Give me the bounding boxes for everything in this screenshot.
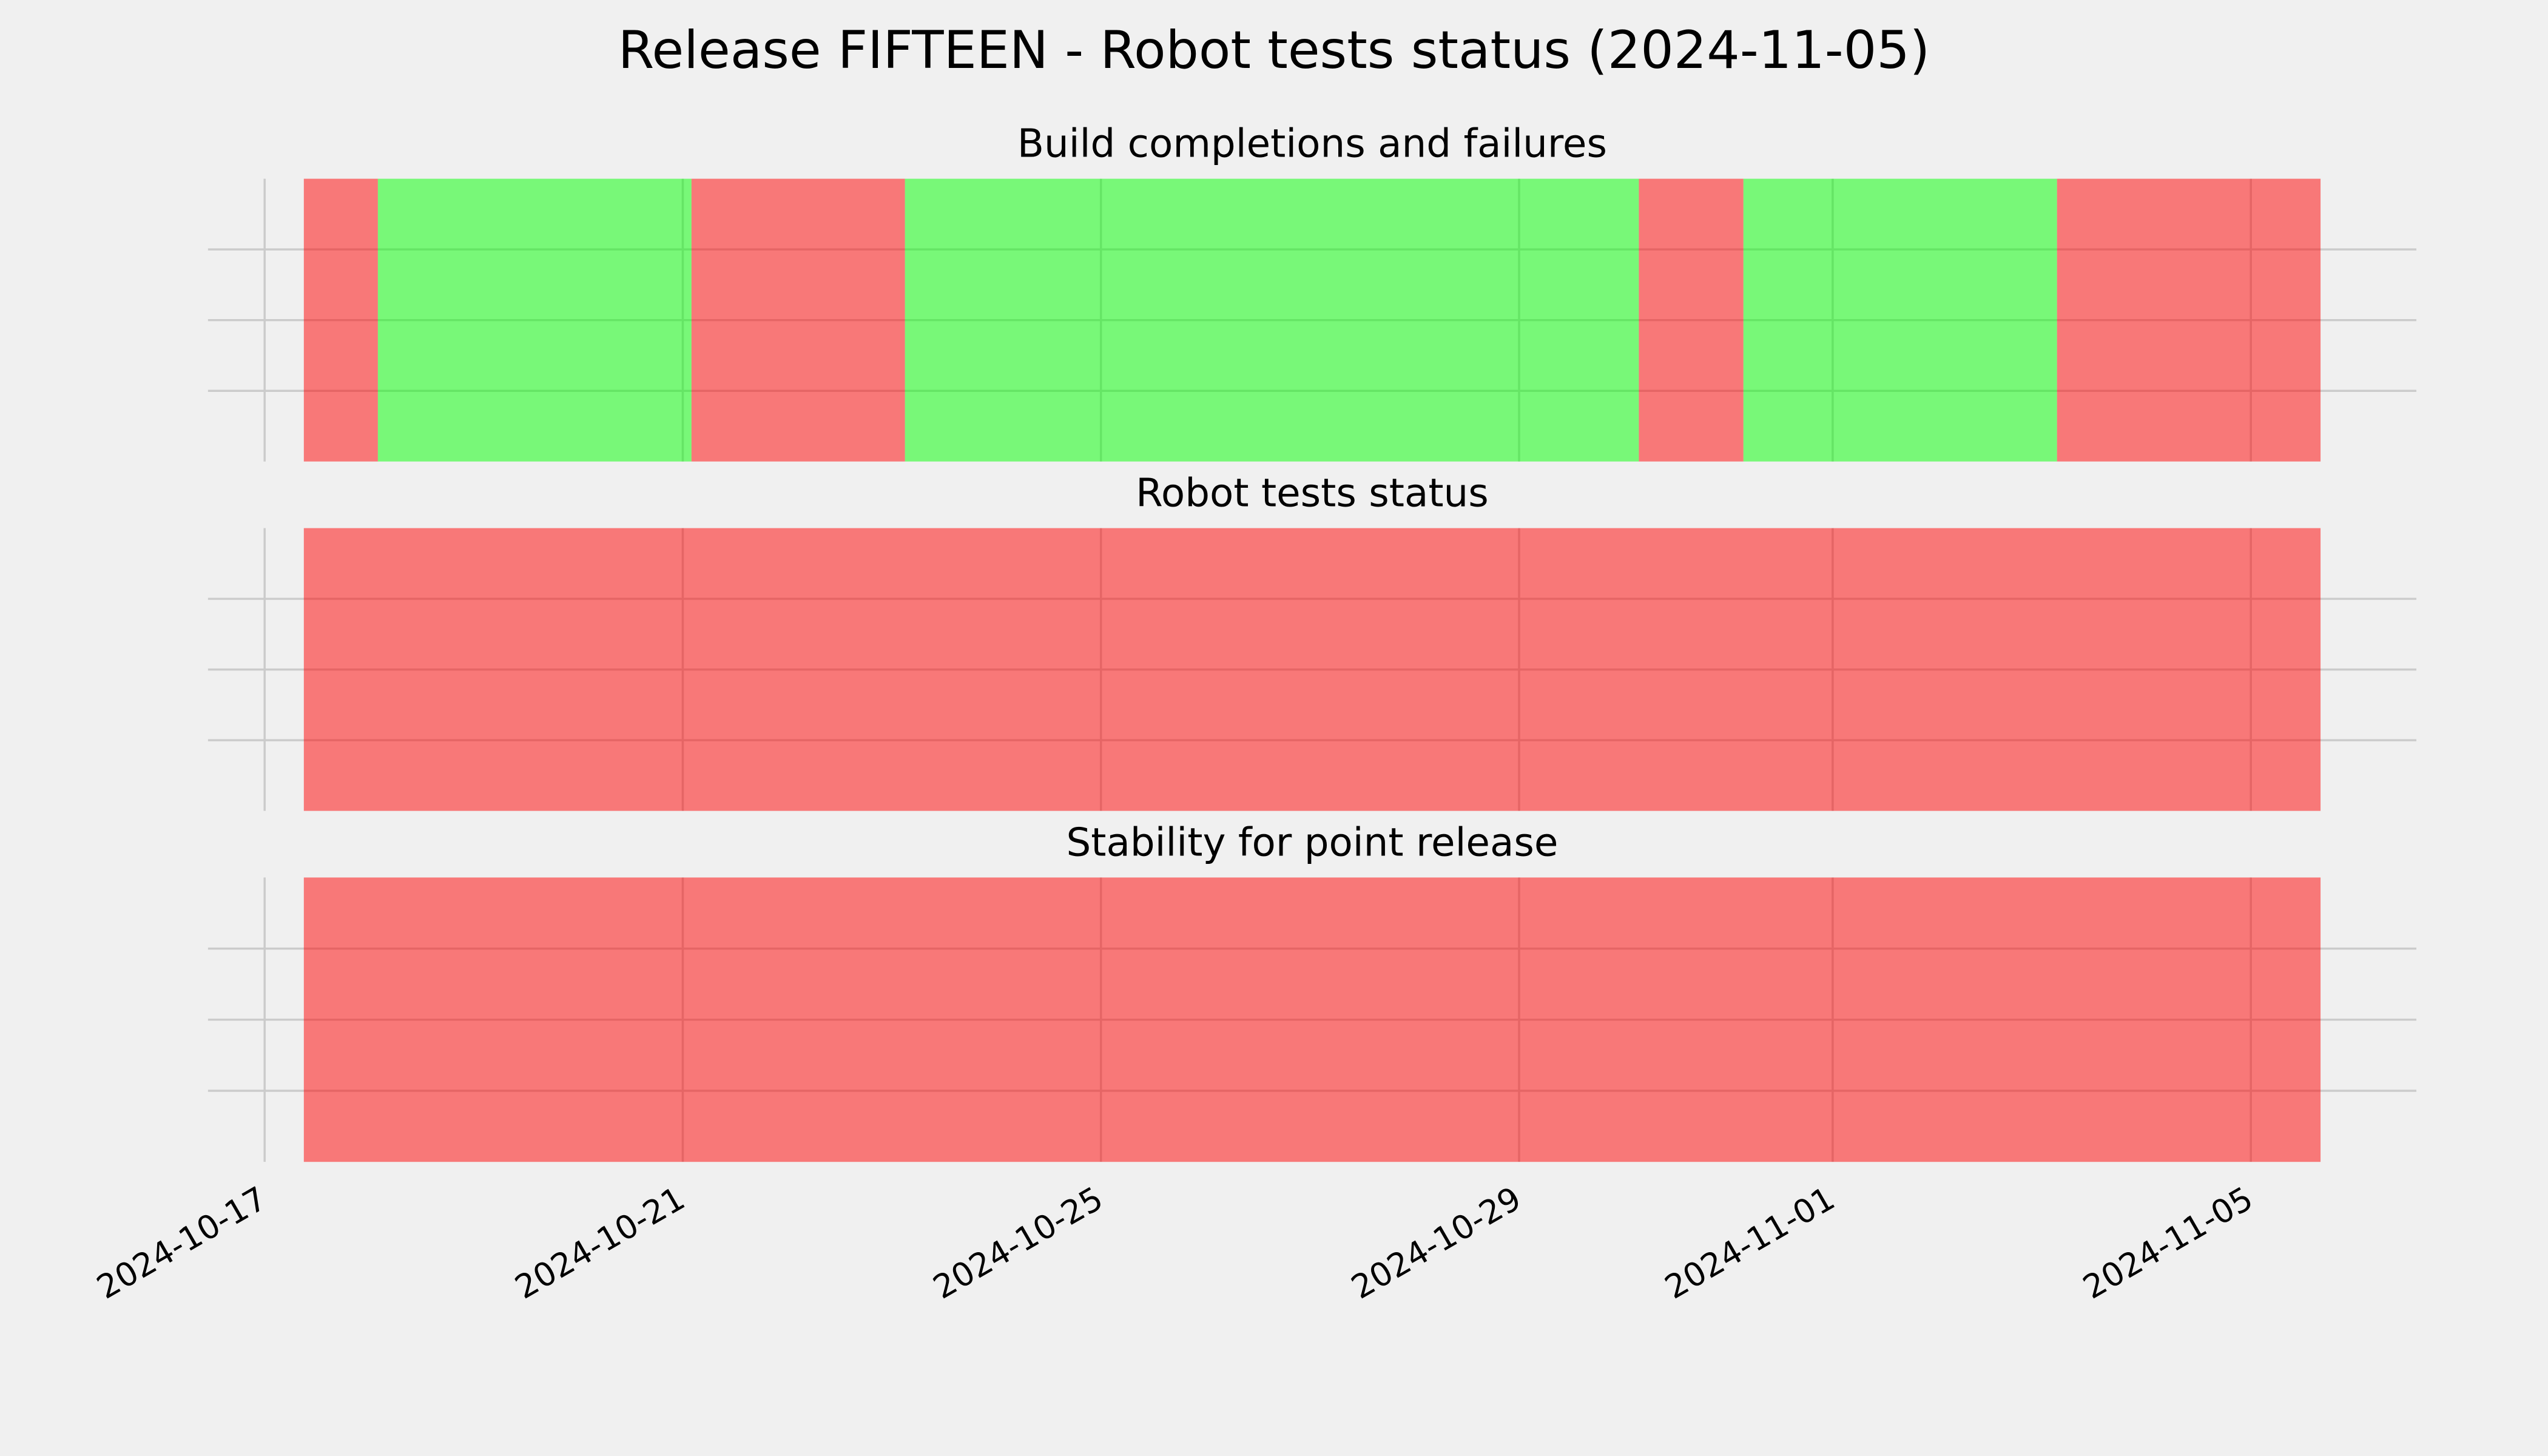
subplot-title: Build completions and failures	[1017, 121, 1607, 167]
status-span	[905, 178, 1639, 462]
status-span	[1743, 178, 2057, 462]
status-span	[303, 528, 2321, 811]
status-span	[691, 178, 905, 462]
status-span	[377, 178, 692, 462]
status-span	[303, 877, 2321, 1162]
status-span	[1639, 178, 1744, 462]
subplot-title: Stability for point release	[1067, 820, 1559, 865]
subplot-title: Robot tests status	[1136, 471, 1489, 516]
figure-title: Release FIFTEEN - Robot tests status (20…	[618, 20, 1930, 81]
status-span	[303, 178, 378, 462]
status-span	[2057, 178, 2321, 462]
